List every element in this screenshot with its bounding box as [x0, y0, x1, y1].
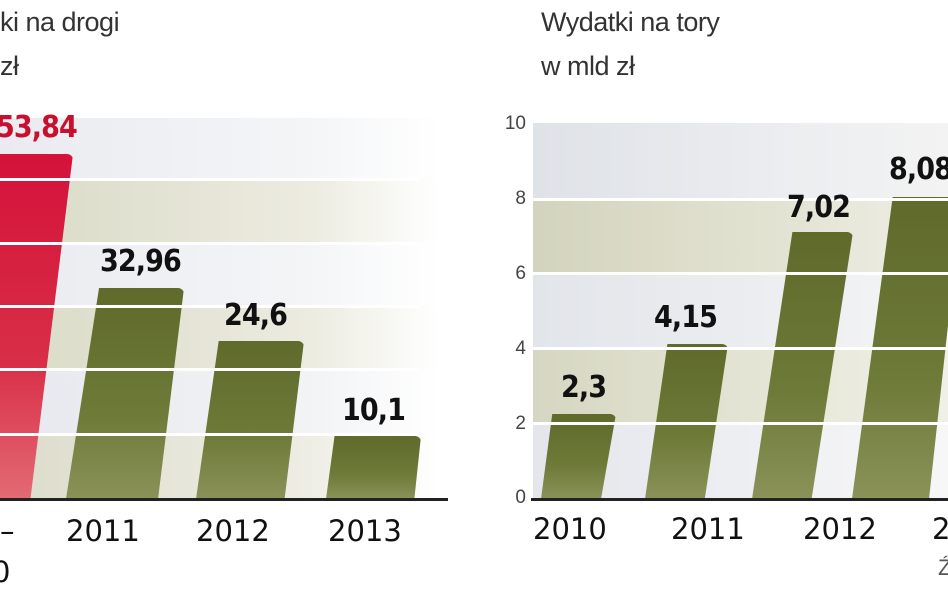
y-tick: 6: [515, 263, 526, 284]
y-tick: 8: [515, 188, 526, 209]
band: [533, 123, 948, 199]
left-chart-title-line2: zł: [0, 51, 19, 81]
right-chart-title-line1: Wydatki na tory: [541, 7, 720, 37]
y-tick: 2: [515, 413, 526, 434]
value-label: 24,6: [224, 298, 288, 333]
x-label: 2011: [671, 512, 745, 546]
x-label: 2012: [196, 514, 270, 548]
band: [0, 179, 440, 243]
gridline: [0, 305, 420, 308]
x-axis-baseline: [531, 498, 948, 501]
value-label: 2,3: [561, 370, 607, 405]
band: [0, 243, 440, 306]
source-note: Ź: [938, 555, 948, 580]
gridline: [533, 422, 948, 425]
x-label: –: [0, 514, 15, 548]
x-label: 2010: [533, 512, 607, 546]
band: [533, 199, 948, 273]
value-label: 32,96: [100, 244, 182, 279]
gridline: [533, 198, 948, 201]
x-label: 2012: [803, 512, 877, 546]
gridline: [0, 368, 420, 371]
value-label: 53,84: [0, 110, 78, 145]
value-label: 4,15: [654, 300, 718, 335]
y-tick: 10: [504, 113, 526, 134]
y-tick: 4: [515, 338, 526, 359]
gridline: [533, 272, 948, 275]
value-label: 10,1: [342, 393, 406, 428]
y-tick: 0: [515, 487, 526, 508]
band: [0, 118, 440, 179]
gridline: [0, 178, 420, 181]
x-label: 2: [932, 512, 948, 546]
gridline: [0, 242, 420, 245]
gridline: [533, 347, 948, 350]
bar-2013: [326, 436, 421, 499]
right-chart-title-line2: w mld zł: [541, 51, 635, 81]
left-chart-title-line1: ki na drogi: [0, 7, 120, 37]
value-label: 8,08: [889, 152, 948, 187]
gridline: [0, 433, 420, 436]
x-axis-baseline: [0, 498, 448, 501]
x-label-cont: 0: [0, 555, 11, 589]
x-label: 2011: [66, 514, 140, 548]
x-label: 2013: [328, 514, 402, 548]
value-label: 7,02: [787, 190, 851, 225]
